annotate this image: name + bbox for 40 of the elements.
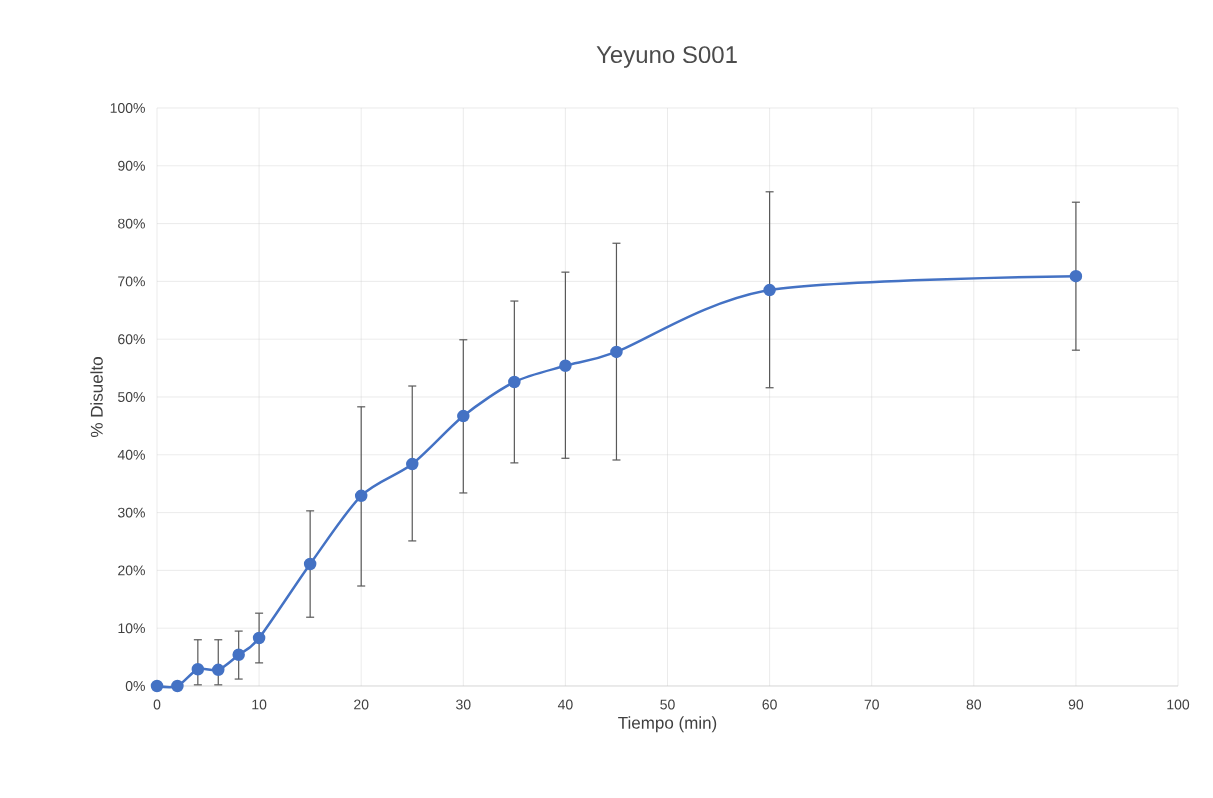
y-tick-label: 0% [125,681,145,691]
x-tick-label: 60 [762,699,777,710]
x-tick-label: 50 [660,699,675,710]
y-tick-label: 20% [118,565,145,576]
y-tick-label: 70% [118,276,145,287]
point [354,489,368,503]
point [457,409,470,423]
y-tick-label: 50% [118,392,145,402]
point [559,359,572,373]
chart-title: Yeyuno S001 [596,46,737,68]
x-tick-label: 70 [864,699,879,710]
y-tick-label: 80% [118,218,145,229]
point [171,679,184,693]
x-tick-label: 80 [966,699,982,710]
x-tick-label: 100 [1167,699,1190,710]
x-tick-label: 20 [354,699,369,710]
y-tick-label: 60% [118,334,145,345]
point [212,663,225,677]
point [1069,269,1083,283]
point [191,662,205,676]
point [406,457,419,471]
x-tick-label: 0 [153,699,161,710]
y-tick-label: 30% [117,507,145,518]
y-axis-title: % Disuelto [90,357,103,438]
y-tick-label: 90% [118,160,145,171]
point [150,679,164,693]
x-axis-title: Tiempo (min) [618,716,717,733]
point [610,345,623,359]
point [763,283,776,297]
y-tick-label: 100% [110,103,145,113]
point [303,557,317,571]
x-tick-label: 40 [557,699,573,710]
point [252,631,266,645]
y-tick-label: 10% [118,623,145,634]
y-tick-label: 40% [117,449,145,460]
x-tick-label: 30 [456,699,471,710]
point [508,375,521,389]
x-tick-label: 90 [1068,699,1084,710]
x-tick-label: 10 [252,699,267,710]
point [232,648,245,662]
